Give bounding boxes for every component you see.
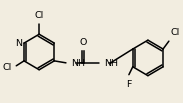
Text: NH: NH bbox=[104, 59, 118, 68]
Text: NH: NH bbox=[71, 59, 85, 68]
Text: Cl: Cl bbox=[2, 63, 11, 72]
Text: Cl: Cl bbox=[35, 11, 44, 20]
Text: Cl: Cl bbox=[171, 28, 180, 37]
Text: N: N bbox=[15, 39, 22, 48]
Text: F: F bbox=[126, 80, 132, 89]
Text: O: O bbox=[80, 38, 87, 47]
